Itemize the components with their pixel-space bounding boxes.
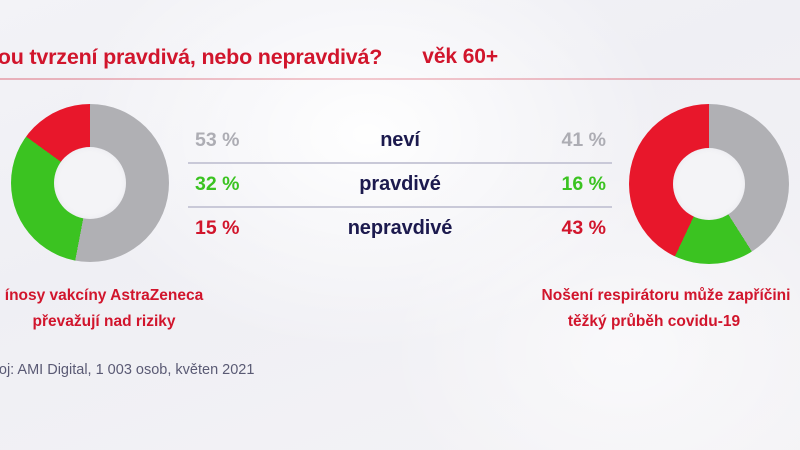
row-label: pravdivé xyxy=(359,172,441,195)
right-value: 43 % xyxy=(561,216,606,239)
source-note: droj: AMI Digital, 1 003 osob, květen 20… xyxy=(0,362,255,378)
donut-chart-right xyxy=(629,104,789,264)
headline-question: sou tvrzení pravdivá, nebo nepravdivá? xyxy=(0,44,383,69)
row-label: nepravdivé xyxy=(347,216,453,239)
caption-left-line1: ínosy vakcíny AstraZeneca xyxy=(4,287,204,304)
caption-right-line1: Nošení respirátoru může zapříčini xyxy=(541,287,791,304)
table-row: 53 % neví 41 % xyxy=(188,118,612,162)
table-row: 15 % nepravdivé 43 % xyxy=(188,206,612,250)
left-value: 53 % xyxy=(195,128,240,151)
left-value: 15 % xyxy=(195,216,240,239)
headline: sou tvrzení pravdivá, nebo nepravdivá? v… xyxy=(0,40,606,74)
row-label: neví xyxy=(380,128,420,151)
table-row: 32 % pravdivé 16 % xyxy=(188,162,612,206)
donut-chart-left xyxy=(11,104,169,262)
left-value: 32 % xyxy=(195,172,240,195)
caption-left-line2: převažují nad riziky xyxy=(32,313,176,330)
donut-hole-right xyxy=(673,148,745,220)
right-value: 16 % xyxy=(561,172,606,195)
headline-age-group: věk 60+ xyxy=(422,45,499,68)
caption-left: ínosy vakcíny AstraZeneca převažují nad … xyxy=(0,283,254,335)
caption-right-line2: těžký průběh covidu-19 xyxy=(567,313,741,330)
right-value: 41 % xyxy=(561,128,606,151)
donut-hole-left xyxy=(54,147,126,219)
results-table: 53 % neví 41 % 32 % pravdivé 16 % 15 % n… xyxy=(188,118,612,250)
header-divider xyxy=(0,78,800,80)
caption-right: Nošení respirátoru může zapříčini těžký … xyxy=(486,283,800,335)
